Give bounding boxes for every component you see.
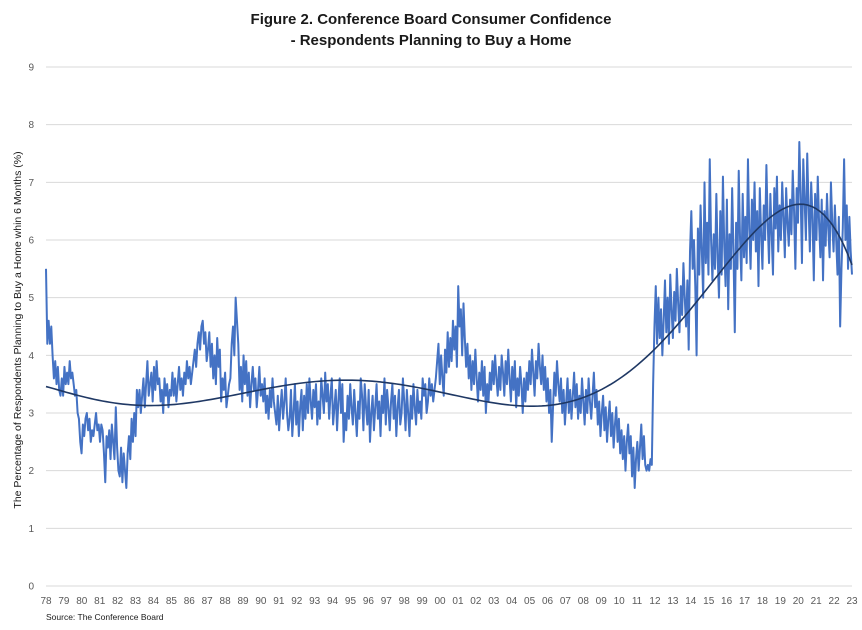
x-tick-16: 16 xyxy=(721,596,733,607)
chart-title-line2: - Respondents Planning to Buy a Home xyxy=(291,32,572,49)
x-tick-18: 18 xyxy=(757,596,769,607)
y-tick-2: 2 xyxy=(28,466,34,477)
y-tick-4: 4 xyxy=(28,351,34,362)
x-tick-09: 09 xyxy=(596,596,608,607)
x-tick-01: 01 xyxy=(452,596,464,607)
x-tick-20: 20 xyxy=(793,596,805,607)
x-tick-21: 21 xyxy=(811,596,823,607)
gridlines xyxy=(46,66,852,587)
x-tick-83: 83 xyxy=(130,596,142,607)
y-axis-ticks: 0 1 2 3 4 5 6 7 8 9 xyxy=(28,63,34,593)
chart-title-line1: Figure 2. Conference Board Consumer Conf… xyxy=(251,11,612,28)
x-tick-90: 90 xyxy=(255,596,267,607)
y-tick-9: 9 xyxy=(28,63,34,74)
x-tick-87: 87 xyxy=(202,596,214,607)
y-tick-1: 1 xyxy=(28,524,34,535)
x-tick-84: 84 xyxy=(148,596,160,607)
trend-line xyxy=(45,203,853,408)
y-tick-7: 7 xyxy=(28,178,34,189)
x-tick-99: 99 xyxy=(417,596,429,607)
x-tick-92: 92 xyxy=(291,596,303,607)
x-tick-19: 19 xyxy=(775,596,787,607)
x-tick-79: 79 xyxy=(58,596,70,607)
x-tick-02: 02 xyxy=(470,596,482,607)
x-tick-22: 22 xyxy=(829,596,841,607)
x-tick-86: 86 xyxy=(184,596,196,607)
x-tick-08: 08 xyxy=(578,596,590,607)
x-tick-13: 13 xyxy=(667,596,679,607)
x-tick-88: 88 xyxy=(220,596,232,607)
y-tick-8: 8 xyxy=(28,120,34,131)
series-group xyxy=(45,140,853,489)
x-tick-91: 91 xyxy=(273,596,285,607)
source-note: Source: The Conference Board xyxy=(46,612,164,622)
y-tick-5: 5 xyxy=(28,293,34,304)
x-tick-00: 00 xyxy=(434,596,446,607)
x-tick-97: 97 xyxy=(381,596,393,607)
x-tick-06: 06 xyxy=(542,596,554,607)
x-tick-81: 81 xyxy=(94,596,106,607)
x-tick-78: 78 xyxy=(40,596,52,607)
x-tick-10: 10 xyxy=(614,596,626,607)
y-axis-label: The Percentage of Respondents Planning t… xyxy=(12,151,24,508)
x-tick-94: 94 xyxy=(327,596,339,607)
y-tick-6: 6 xyxy=(28,236,34,247)
x-tick-98: 98 xyxy=(399,596,411,607)
x-tick-15: 15 xyxy=(703,596,715,607)
x-tick-11: 11 xyxy=(632,596,643,607)
x-tick-14: 14 xyxy=(685,596,697,607)
x-tick-23: 23 xyxy=(846,596,858,607)
x-tick-05: 05 xyxy=(524,596,536,607)
x-tick-82: 82 xyxy=(112,596,124,607)
x-tick-80: 80 xyxy=(76,596,88,607)
x-tick-89: 89 xyxy=(237,596,249,607)
y-tick-3: 3 xyxy=(28,409,34,420)
x-tick-85: 85 xyxy=(166,596,178,607)
x-tick-93: 93 xyxy=(309,596,321,607)
y-tick-0: 0 xyxy=(28,582,34,593)
x-tick-95: 95 xyxy=(345,596,357,607)
x-tick-17: 17 xyxy=(739,596,751,607)
x-tick-07: 07 xyxy=(560,596,572,607)
x-tick-12: 12 xyxy=(649,596,661,607)
x-tick-04: 04 xyxy=(506,596,518,607)
series-line-monthly xyxy=(45,140,853,489)
x-tick-96: 96 xyxy=(363,596,375,607)
x-axis-ticks: 78 79 80 81 82 83 84 85 86 87 88 89 90 91 92 93 94 95 96 97… xyxy=(40,596,858,607)
x-tick-03: 03 xyxy=(488,596,500,607)
